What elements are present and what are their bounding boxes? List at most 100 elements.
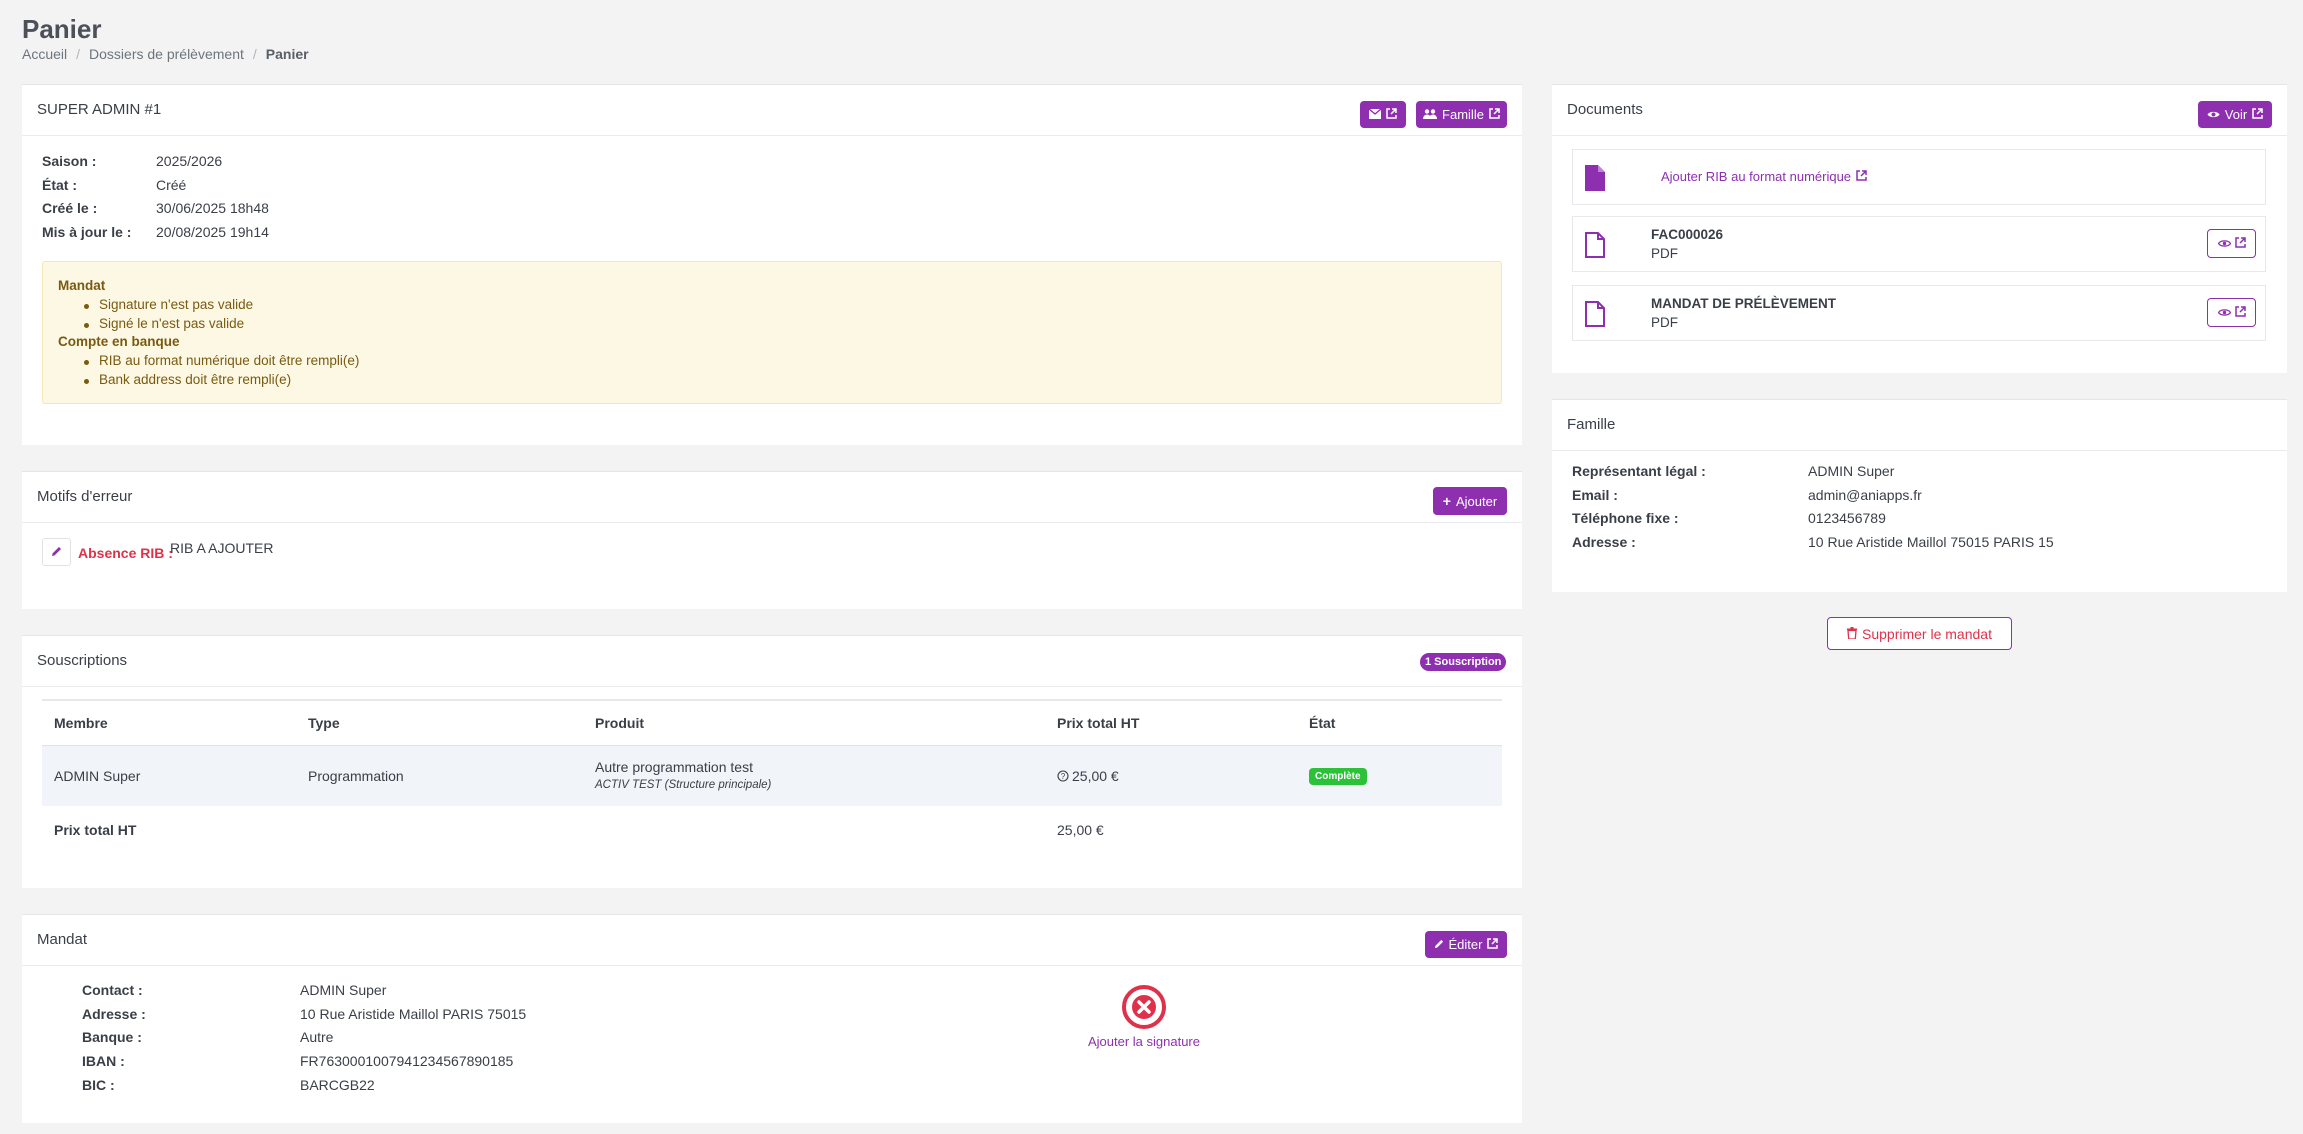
view-document-button[interactable] (2207, 229, 2256, 258)
document-name: FAC000026 (1651, 227, 1724, 242)
mandate-bank-value: Autre (300, 1029, 334, 1045)
season-value: 2025/2026 (156, 153, 223, 169)
errors-title: Motifs d'erreur (37, 488, 133, 505)
document-name: MANDAT DE PRÉLÈVEMENT (1651, 296, 1837, 311)
alert-item: Bank address doit être rempli(e) (83, 372, 292, 387)
add-signature-link[interactable]: Ajouter la signature (1087, 1034, 1200, 1049)
table-row: ADMIN Super Programmation Autre programm… (42, 746, 1502, 806)
delete-mandate-button[interactable]: Supprimer le mandat (1827, 617, 2012, 650)
validation-alert: Mandat Signature n'est pas valide Signé … (42, 261, 1502, 404)
state-label: État : (42, 177, 77, 193)
external-link-icon (2234, 305, 2246, 320)
pencil-icon (1434, 937, 1444, 952)
documents-card: Documents Voir (1552, 84, 2287, 373)
error-reason-value: RIB A AJOUTER (170, 540, 274, 556)
eye-icon (2217, 237, 2231, 251)
total-label: Prix total HT (54, 822, 137, 838)
cell-product-structure: ACTIV TEST (Structure principale) (595, 779, 772, 791)
error-reason-label: Absence RIB : (78, 545, 173, 561)
phone-value: 0123456789 (1808, 510, 1886, 526)
status-badge: Complète (1309, 768, 1367, 785)
breadcrumb-home[interactable]: Accueil (22, 46, 68, 62)
alert-item: RIB au format numérique doit être rempli… (83, 353, 360, 368)
add-rib-row: Ajouter RIB au format numérique (1572, 149, 2266, 205)
mandate-iban-value: FR7630001007941234567890185 (300, 1053, 514, 1069)
users-icon (1423, 107, 1438, 122)
pencil-icon (51, 544, 62, 560)
mandate-address-value: 10 Rue Aristide Maillol PARIS 75015 (300, 1006, 527, 1022)
trash-icon (1847, 626, 1858, 642)
eye-icon (2207, 107, 2220, 122)
svg-text:?: ? (1061, 772, 1066, 781)
external-link-icon (1386, 107, 1397, 122)
breadcrumb-dossiers[interactable]: Dossiers de prélèvement (89, 46, 244, 62)
document-type: PDF (1651, 315, 1678, 330)
document-row-invoice: FAC000026 PDF (1572, 216, 2266, 272)
col-header-state: État (1309, 715, 1336, 731)
file-icon (1585, 301, 1605, 327)
family-address-value: 10 Rue Aristide Maillol 75015 PARIS 15 (1808, 534, 2054, 550)
cell-type: Programmation (308, 768, 404, 784)
cart-title: SUPER ADMIN #1 (37, 101, 162, 118)
subscriptions-title: Souscriptions (37, 652, 128, 669)
season-label: Saison : (42, 153, 97, 169)
mandate-bank-label: Banque : (82, 1029, 142, 1045)
alert-item: Signature n'est pas valide (83, 297, 254, 312)
external-link-icon (1856, 169, 1867, 184)
family-title: Famille (1567, 416, 1616, 433)
external-link-icon (1487, 937, 1499, 952)
edit-error-button[interactable] (42, 538, 71, 566)
document-type: PDF (1651, 246, 1678, 261)
cell-product: Autre programmation test (595, 759, 753, 775)
view-document-button[interactable] (2207, 298, 2256, 327)
family-button[interactable]: Famille (1416, 101, 1507, 128)
mandate-bic-label: BIC : (82, 1077, 115, 1093)
file-icon (1585, 232, 1605, 258)
signature-missing-icon (1121, 984, 1167, 1033)
total-value: 25,00 € (1057, 822, 1104, 838)
add-rib-link-label: Ajouter RIB au format numérique (1661, 169, 1852, 184)
updated-label: Mis à jour le : (42, 224, 132, 240)
state-value: Créé (156, 177, 187, 193)
phone-label: Téléphone fixe : (1572, 510, 1679, 526)
delete-mandate-label: Supprimer le mandat (1862, 625, 1992, 642)
mandate-iban-label: IBAN : (82, 1053, 125, 1069)
alert-section-bank: Compte en banque (58, 334, 180, 349)
breadcrumb-current: Panier (265, 46, 309, 62)
view-documents-button[interactable]: Voir (2198, 101, 2272, 128)
add-rib-link[interactable]: Ajouter RIB au format numérique (1661, 169, 1867, 184)
edit-mandate-button[interactable]: Éditer (1425, 931, 1507, 958)
add-error-button[interactable]: + Ajouter (1433, 487, 1507, 515)
external-link-icon (1489, 107, 1500, 122)
add-error-button-label: Ajouter (1455, 493, 1498, 509)
created-label: Créé le : (42, 200, 98, 216)
external-link-icon (2234, 236, 2246, 251)
email-button[interactable] (1360, 101, 1406, 128)
price-info-icon[interactable]: ? (1057, 769, 1069, 785)
mandate-contact-label: Contact : (82, 982, 143, 998)
email-label: Email : (1572, 487, 1618, 503)
cell-member: ADMIN Super (54, 768, 141, 784)
documents-title: Documents (1567, 101, 1643, 118)
view-documents-label: Voir (2224, 107, 2248, 122)
alert-section-mandate: Mandat (58, 278, 106, 293)
mandate-bic-value: BARCGB22 (300, 1077, 375, 1093)
col-header-member: Membre (54, 715, 108, 731)
family-card: Famille (1552, 399, 2287, 592)
errors-card: Motifs d'erreur + Ajouter (22, 471, 1522, 609)
subscription-count-badge: 1 Souscription (1420, 653, 1507, 671)
alert-item: Signé le n'est pas valide (83, 316, 245, 331)
family-button-label: Famille (1442, 107, 1484, 122)
mandate-contact-value: ADMIN Super (300, 982, 387, 998)
family-address-label: Adresse : (1572, 534, 1636, 550)
mandate-address-label: Adresse : (82, 1006, 146, 1022)
created-value: 30/06/2025 18h48 (156, 200, 269, 216)
file-filled-icon (1585, 165, 1605, 191)
breadcrumb: Accueil / Dossiers de prélèvement / Panier (22, 46, 309, 62)
updated-value: 20/08/2025 19h14 (156, 224, 269, 240)
plus-icon: + (1442, 493, 1451, 509)
document-row-mandate: MANDAT DE PRÉLÈVEMENT PDF (1572, 285, 2266, 341)
legal-rep-label: Représentant légal : (1572, 463, 1706, 479)
col-header-type: Type (308, 715, 340, 731)
col-header-price: Prix total HT (1057, 715, 1140, 731)
